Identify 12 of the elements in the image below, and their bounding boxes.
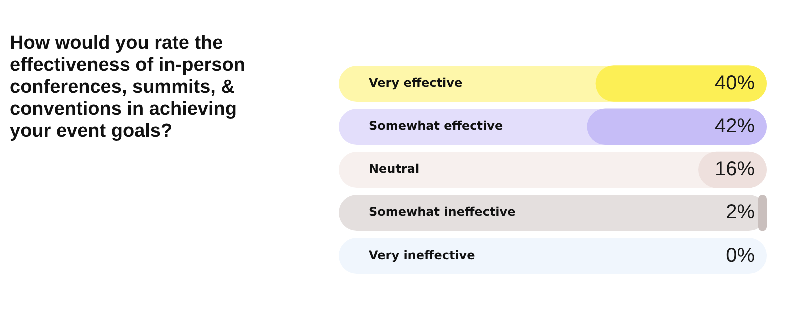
bar [758, 195, 767, 232]
y-tick-label: Somewhat ineffective [369, 205, 516, 220]
y-tick-label: Very effective [369, 76, 463, 90]
y-tick-label: Somewhat effective [369, 119, 504, 134]
data-label: 40% [714, 72, 756, 94]
data-label: 42% [714, 115, 756, 138]
y-tick-label: Neutral [369, 162, 420, 176]
text: How would you rate the effectiveness of in-person conferences, summits, & conventions in achieving your event goals? [10, 33, 246, 143]
y-tick-label: Very ineffective [369, 248, 476, 262]
data-label: 16% [714, 158, 756, 181]
data-label: 2% [726, 202, 756, 224]
data-label: 0% [726, 244, 756, 267]
